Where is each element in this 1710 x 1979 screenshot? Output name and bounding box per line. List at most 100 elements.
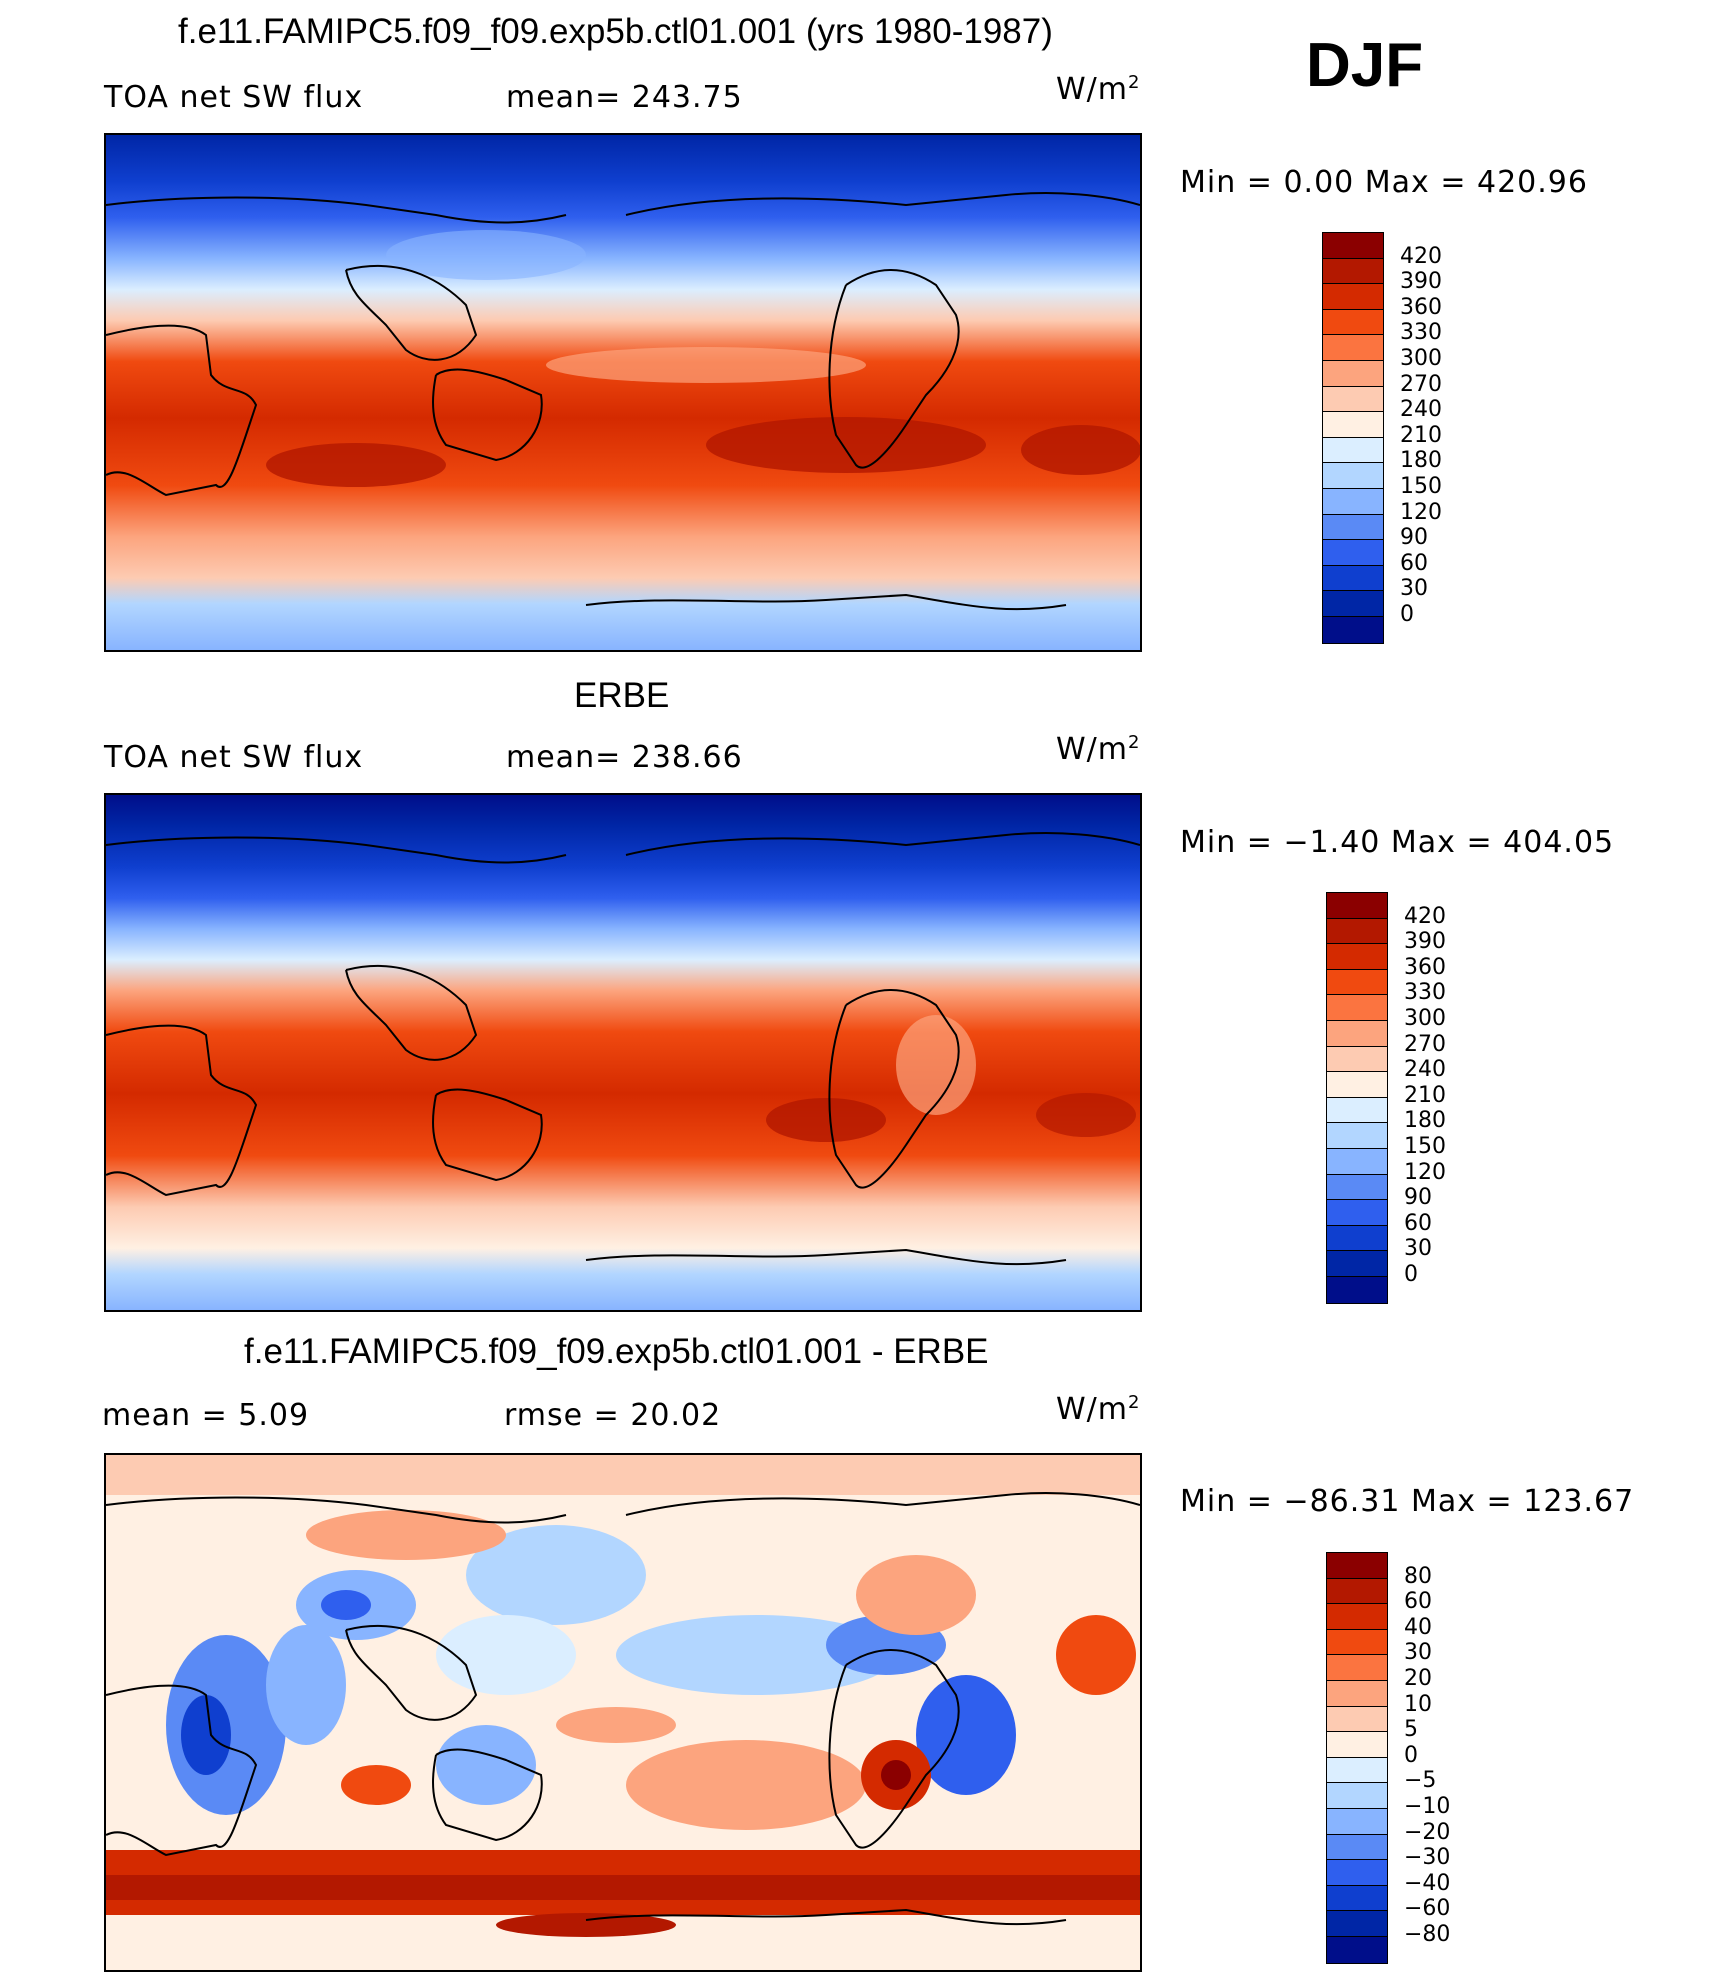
colorbar-tick-label: 180 [1404,1108,1446,1134]
colorbar-swatch [1327,1936,1387,1963]
colorbar-tick-label: −20 [1404,1819,1451,1845]
colorbar-swatch [1323,437,1383,464]
colorbar-tick-label: 120 [1404,1159,1446,1185]
colorbar-swatch [1323,284,1383,310]
colorbar-swatch [1327,1046,1387,1073]
colorbar-swatch [1323,514,1383,541]
colorbar-swatch [1327,1706,1387,1733]
colorbar-swatch [1327,944,1387,970]
colorbar-swatch [1327,1885,1387,1912]
colorbar-tick-label: −5 [1404,1768,1437,1794]
panel2-minmax: Min = −1.40 Max = 404.05 [1180,825,1615,860]
colorbar-tick-label: 390 [1404,929,1446,955]
colorbar-swatch [1327,1200,1387,1226]
colorbar-tick-label: 180 [1400,448,1442,474]
panel1-colorbar [1322,232,1384,644]
panel3-coastlines [106,1492,1140,1926]
colorbar-swatch [1327,1834,1387,1861]
colorbar-tick-label: 0 [1400,602,1414,627]
colorbar-swatch [1323,335,1383,361]
panel1-map-svg [106,135,1140,650]
panel1-coastlines [106,192,1140,611]
colorbar-swatch [1323,591,1383,617]
panel3-units: W/m2 [1056,1392,1141,1427]
panel1-map [104,133,1142,652]
colorbar-tick-label: 0 [1404,1742,1418,1768]
colorbar-tick-label: 60 [1404,1210,1432,1236]
colorbar-tick-label: 60 [1400,550,1428,576]
colorbar-tick-label: 60 [1404,1589,1432,1615]
panel3-rmse-label: rmse = 20.02 [504,1398,722,1433]
colorbar-swatch [1327,1148,1387,1175]
colorbar-tick-label: −60 [1404,1896,1451,1922]
colorbar-swatch [1327,1604,1387,1630]
colorbar-tick-label: 330 [1404,980,1446,1006]
colorbar-swatch [1323,258,1383,285]
season-label: DJF [1306,31,1424,100]
colorbar-swatch [1327,893,1387,919]
colorbar-swatch [1327,1655,1387,1681]
panel1-minmax: Min = 0.00 Max = 420.96 [1180,165,1588,200]
colorbar-swatch [1327,918,1387,945]
colorbar-swatch [1327,1225,1387,1252]
colorbar-tick-label: −80 [1404,1922,1451,1947]
colorbar-tick-label: 270 [1400,371,1442,397]
panel2-map [104,793,1142,1312]
colorbar-swatch [1323,412,1383,438]
panel3-title: f.e11.FAMIPC5.f09_f09.exp5b.ctl01.001 - … [244,1332,989,1371]
colorbar-tick-label: 360 [1400,294,1442,320]
colorbar-swatch [1327,1276,1387,1303]
panel1-mean-label: mean= 243.75 [506,80,743,115]
colorbar-swatch [1327,1553,1387,1579]
colorbar-tick-label: 0 [1404,1262,1418,1287]
colorbar-swatch [1323,386,1383,413]
panel3-map-svg [106,1455,1140,1970]
colorbar-swatch [1327,1860,1387,1886]
panel2-coastlines [106,832,1140,1266]
colorbar-swatch [1327,1072,1387,1098]
colorbar-tick-label: 240 [1400,397,1442,423]
colorbar-swatch [1327,1123,1387,1149]
colorbar-tick-label: 420 [1404,903,1446,929]
colorbar-tick-label: 20 [1404,1666,1432,1691]
colorbar-swatch [1327,1680,1387,1707]
colorbar-swatch [1327,1097,1387,1124]
panel1-variable-label: TOA net SW flux [104,80,364,115]
panel3-map [104,1453,1142,1972]
colorbar-swatch [1323,488,1383,515]
colorbar-swatch [1327,1020,1387,1047]
panel1-title: f.e11.FAMIPC5.f09_f09.exp5b.ctl01.001 (y… [178,12,1053,51]
panel2-units: W/m2 [1056,732,1141,767]
panel1-field [106,135,1140,650]
colorbar-tick-label: 90 [1404,1185,1432,1211]
colorbar-swatch [1323,565,1383,592]
colorbar-tick-label: 80 [1404,1563,1432,1589]
colorbar-swatch [1323,360,1383,387]
colorbar-swatch [1327,1808,1387,1835]
colorbar-tick-label: 10 [1404,1691,1432,1717]
colorbar-swatch [1327,969,1387,996]
colorbar-tick-label: 300 [1404,1006,1446,1031]
colorbar-tick-label: −10 [1404,1794,1451,1819]
colorbar-tick-label: 240 [1404,1057,1446,1083]
panel3-minmax: Min = −86.31 Max = 123.67 [1180,1484,1635,1519]
colorbar-tick-label: 90 [1400,525,1428,551]
colorbar-tick-label: 30 [1404,1640,1432,1666]
colorbar-tick-label: 420 [1400,243,1442,269]
colorbar-swatch [1323,616,1383,643]
colorbar-tick-label: 300 [1400,346,1442,371]
colorbar-tick-label: 40 [1404,1614,1432,1640]
colorbar-swatch [1323,233,1383,259]
panel2-colorbar [1326,892,1388,1304]
colorbar-tick-label: 5 [1404,1717,1418,1743]
panel2-variable-label: TOA net SW flux [104,740,364,775]
colorbar-tick-label: 120 [1400,499,1442,525]
colorbar-swatch [1323,463,1383,489]
colorbar-tick-label: −40 [1404,1870,1451,1896]
panel3-colorbar [1326,1552,1388,1964]
colorbar-tick-label: 150 [1404,1134,1446,1159]
colorbar-swatch [1327,1783,1387,1809]
colorbar-swatch [1327,1251,1387,1277]
panel2-map-svg [106,795,1140,1310]
colorbar-tick-label: 270 [1404,1031,1446,1057]
